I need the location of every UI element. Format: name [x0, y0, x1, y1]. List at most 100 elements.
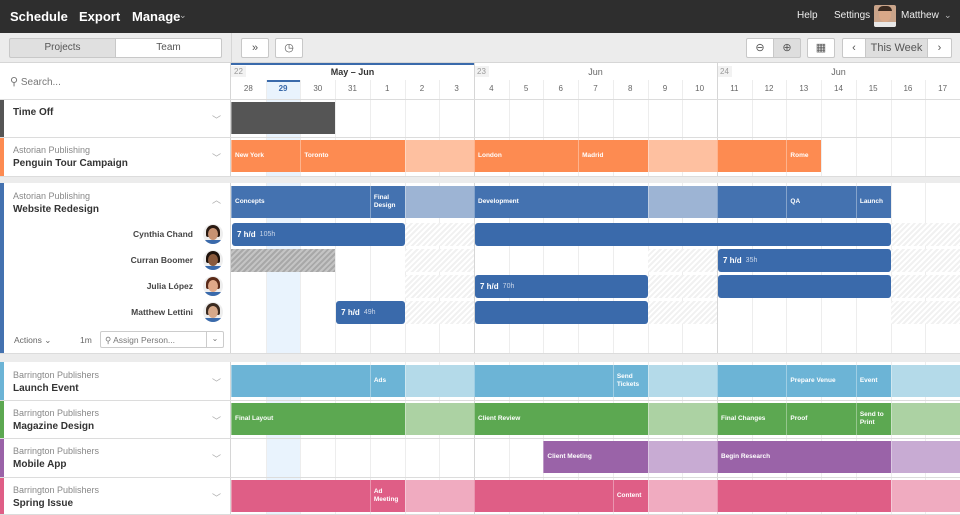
schedule-bar[interactable] — [404, 140, 474, 172]
schedule-bar[interactable] — [647, 441, 717, 473]
schedule-bar[interactable]: Content — [612, 480, 648, 512]
schedule-bar[interactable] — [474, 480, 613, 512]
next-week-button[interactable]: › — [927, 38, 952, 58]
calendar-button[interactable]: ▦ — [807, 38, 835, 58]
schedule-bar[interactable]: Prepare Venue — [786, 365, 856, 397]
project-row[interactable]: Time Off ﹀ — [0, 99, 231, 137]
day-label: 4 — [489, 84, 494, 93]
assignment-bar[interactable]: 7 h/d 70h — [475, 275, 648, 298]
schedule-bar[interactable] — [404, 186, 474, 218]
schedule-bar[interactable] — [474, 365, 613, 397]
schedule-bar[interactable]: Rome — [786, 140, 822, 172]
chevron-down-icon[interactable]: ﹀ — [211, 416, 221, 426]
zoom-out-button[interactable]: ⊖ — [746, 38, 774, 58]
unavailable-hatch — [404, 249, 440, 272]
project-row[interactable]: Astorian Publishing Website Redesign ︿ Cynt… — [0, 183, 231, 353]
chevron-up-icon[interactable]: ︿ — [211, 195, 221, 205]
tab-projects[interactable]: Projects — [9, 38, 116, 58]
schedule-bar[interactable]: Concepts — [231, 186, 370, 218]
calendar-icon: ▦ — [815, 42, 827, 54]
schedule-bar[interactable]: Begin Research — [717, 441, 891, 473]
tab-team[interactable]: Team — [115, 38, 222, 58]
user-avatar[interactable] — [874, 5, 896, 27]
schedule-bar[interactable] — [647, 186, 717, 218]
schedule-bar[interactable]: Toronto — [300, 140, 405, 172]
schedule-bar[interactable] — [890, 403, 960, 435]
schedule-bar[interactable] — [890, 480, 960, 512]
week-number: 24 — [717, 66, 732, 77]
schedule-bar[interactable]: Send to Print — [855, 403, 891, 435]
schedule-bar[interactable]: Proof — [786, 403, 856, 435]
avatar-face — [208, 228, 218, 240]
schedule-bar[interactable] — [404, 403, 474, 435]
schedule-bar[interactable] — [890, 365, 960, 397]
schedule-bar[interactable] — [231, 102, 336, 134]
this-week-button[interactable]: This Week — [865, 38, 928, 58]
schedule-bar[interactable] — [231, 480, 370, 512]
chevron-down-icon[interactable]: ﹀ — [211, 153, 221, 163]
schedule-bar[interactable] — [717, 186, 787, 218]
assignment-bar[interactable] — [475, 223, 891, 246]
schedule-bar[interactable]: New York — [231, 140, 301, 172]
time-off-block[interactable] — [231, 249, 336, 272]
chevron-down-icon[interactable]: ﹀ — [211, 115, 221, 125]
nav-schedule[interactable]: Schedule — [10, 9, 68, 24]
schedule-bar[interactable]: Client Meeting — [543, 441, 648, 473]
nav-help[interactable]: Help — [797, 10, 818, 21]
chevron-down-icon[interactable]: ﹀ — [211, 454, 221, 464]
assignment-bar[interactable]: 7 h/d 49h — [336, 301, 405, 324]
assign-person-input[interactable]: ⚲ Assign Person... ⌄ — [100, 331, 224, 348]
prev-week-button[interactable]: ‹ — [842, 38, 866, 58]
schedule-bar[interactable]: London — [474, 140, 579, 172]
schedule-bar[interactable]: Launch — [855, 186, 891, 218]
zoom-in-button[interactable]: ⊕ — [773, 38, 801, 58]
schedule-bar[interactable]: QA — [786, 186, 856, 218]
schedule-bar[interactable]: Final Design — [369, 186, 405, 218]
nav-manage[interactable]: Manage — [132, 9, 181, 24]
schedule-bar[interactable] — [231, 365, 370, 397]
actions-menu[interactable]: Actions ⌄ — [14, 335, 52, 345]
schedule-bar[interactable] — [717, 480, 891, 512]
search-input[interactable]: ⚲ Search... — [10, 76, 61, 88]
user-menu[interactable]: Matthew — [901, 10, 939, 21]
project-row[interactable]: Barrington Publishers Magazine Design ﹀ — [0, 400, 231, 438]
history-button[interactable]: ◷ — [275, 38, 303, 58]
day-label: 10 — [695, 84, 705, 93]
chevron-down-icon[interactable]: ﹀ — [211, 378, 221, 388]
schedule-bar[interactable] — [717, 140, 787, 172]
project-row[interactable]: Barrington Publishers Mobile App ﹀ — [0, 438, 231, 477]
unavailable-hatch — [890, 223, 926, 246]
schedule-bar[interactable] — [647, 403, 717, 435]
unavailable-hatch — [404, 223, 440, 246]
schedule-bar[interactable]: Send Tickets — [612, 365, 648, 397]
row-divider — [0, 137, 960, 138]
schedule-bar[interactable]: Client Review — [474, 403, 648, 435]
schedule-bar[interactable]: Development — [474, 186, 648, 218]
schedule-bar[interactable] — [404, 365, 474, 397]
schedule-bar[interactable] — [890, 441, 960, 473]
schedule-bar[interactable]: Final Layout — [231, 403, 405, 435]
schedule-bar[interactable]: Madrid — [578, 140, 648, 172]
collapse-all-button[interactable]: » — [241, 38, 269, 58]
assignment-bar[interactable] — [718, 275, 891, 298]
schedule-bar[interactable]: Final Changes — [717, 403, 787, 435]
schedule-bar[interactable] — [647, 365, 717, 397]
project-row[interactable]: Barrington Publishers Spring Issue ﹀ — [0, 477, 231, 514]
schedule-bar[interactable] — [404, 480, 474, 512]
assignment-bar[interactable] — [475, 301, 648, 324]
schedule-bar[interactable]: Event — [855, 365, 891, 397]
schedule-bar[interactable] — [717, 365, 787, 397]
schedule-bar[interactable] — [647, 480, 717, 512]
schedule-bar[interactable] — [647, 140, 717, 172]
client-name: Barrington Publishers — [13, 408, 100, 418]
assignment-bar[interactable]: 7 h/d 105h — [232, 223, 405, 246]
schedule-bar[interactable]: Ads — [369, 365, 405, 397]
chevron-down-icon[interactable]: ⌄ — [206, 332, 223, 347]
nav-settings[interactable]: Settings — [834, 10, 871, 21]
project-row[interactable]: Astorian Publishing Penguin Tour Campaign… — [0, 137, 231, 176]
chevron-down-icon[interactable]: ﹀ — [211, 493, 221, 503]
schedule-bar[interactable]: Ad Meeting — [369, 480, 405, 512]
project-row[interactable]: Barrington Publishers Launch Event ﹀ — [0, 362, 231, 400]
nav-export[interactable]: Export — [79, 9, 121, 24]
assignment-bar[interactable]: 7 h/d 35h — [718, 249, 891, 272]
